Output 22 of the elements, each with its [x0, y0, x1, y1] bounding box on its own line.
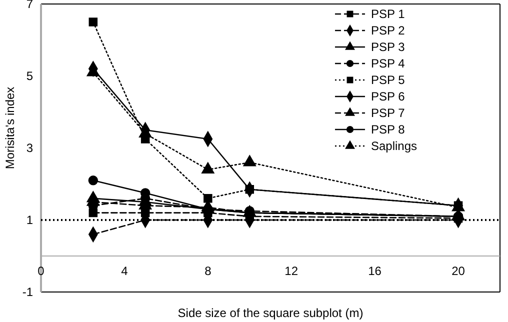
x-tick-label: 20 [452, 264, 466, 278]
y-tick-label: 1 [26, 213, 34, 227]
y-tick-label: -1 [22, 285, 34, 299]
legend-label: PSP 1 [371, 7, 406, 21]
legend-label: PSP 5 [371, 73, 406, 87]
x-axis-title: Side size of the square subplot (m) [178, 306, 364, 320]
y-axis-title: Morisita's index [3, 86, 17, 170]
legend-label: PSP 4 [371, 56, 406, 70]
x-tick-label: 16 [368, 264, 382, 278]
legend-label: PSP 6 [371, 90, 406, 104]
x-tick-label: 8 [204, 264, 212, 278]
legend-label: PSP 2 [371, 24, 406, 38]
legend-label: PSP 3 [371, 40, 406, 54]
x-tick-label: 4 [121, 264, 128, 278]
y-tick-label: 5 [26, 69, 34, 83]
y-tick-label: 7 [26, 0, 34, 11]
x-tick-label: 0 [38, 264, 45, 278]
legend-label: Saplings [371, 139, 418, 153]
legend-label: PSP 8 [371, 122, 406, 136]
y-tick-label: 3 [26, 141, 34, 155]
legend-label: PSP 7 [371, 106, 406, 120]
x-tick-label: 12 [284, 264, 298, 278]
